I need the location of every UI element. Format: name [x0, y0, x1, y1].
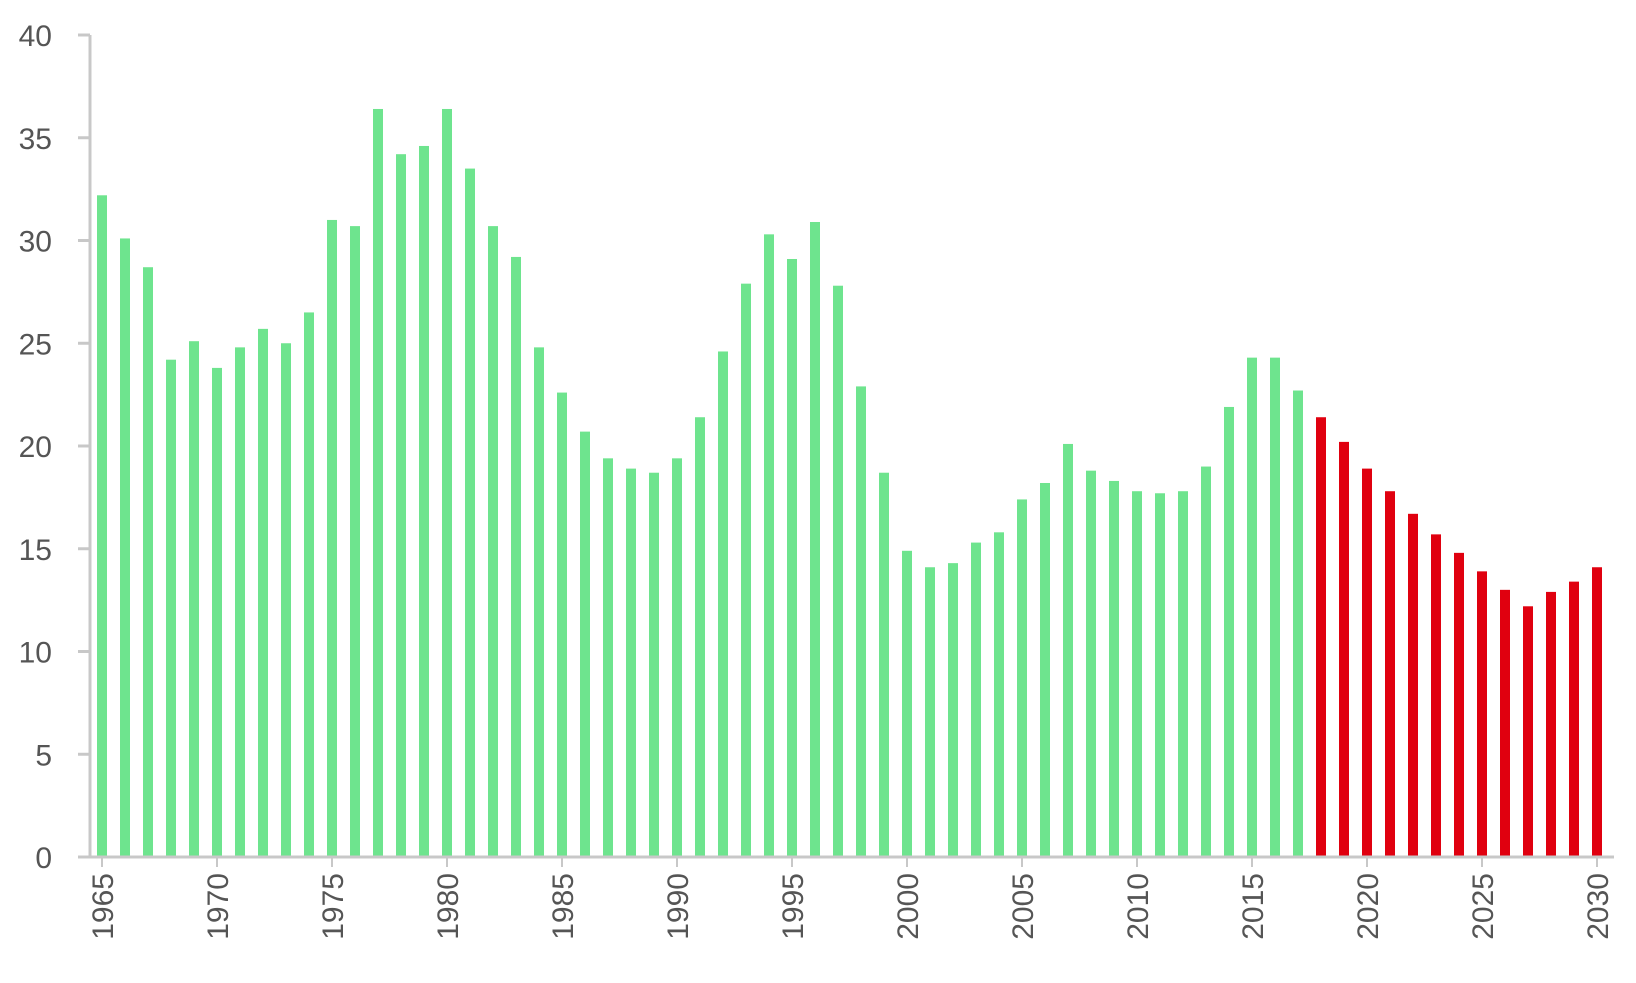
bar-forecast-2029 — [1569, 581, 1579, 857]
y-tick-label: 10 — [19, 637, 52, 670]
bar-forecast-2021 — [1385, 491, 1395, 857]
bar-forecast-2027 — [1523, 606, 1533, 857]
x-tick-label: 2015 — [1237, 873, 1270, 940]
bar-historical-1987 — [603, 458, 613, 857]
bar-historical-1993 — [741, 283, 751, 857]
x-tick-label: 2010 — [1122, 873, 1155, 940]
bar-historical-1977 — [373, 108, 383, 858]
y-axis: 0 5 10 15 20 25 30 35 40 — [19, 20, 92, 875]
bar-forecast-2023 — [1431, 534, 1441, 857]
bar-forecast-2020 — [1362, 468, 1372, 857]
bar-historical-1975 — [327, 219, 337, 857]
bar-historical-1994 — [764, 234, 774, 857]
bar-historical-2004 — [994, 532, 1004, 857]
bar-historical-1990 — [672, 458, 682, 857]
bar-forecast-2030 — [1592, 567, 1602, 857]
bar-historical-2000 — [902, 550, 912, 857]
bar-historical-2015 — [1247, 357, 1257, 857]
bar-historical-1996 — [810, 222, 820, 857]
bar-historical-2013 — [1201, 466, 1211, 857]
bar-forecast-2019 — [1339, 441, 1349, 857]
x-tick-label: 1995 — [777, 873, 810, 940]
x-tick-label: 1985 — [547, 873, 580, 940]
y-tick-label: 5 — [35, 739, 52, 772]
y-tick-label: 40 — [19, 20, 52, 53]
bar-historical-1984 — [534, 347, 544, 857]
bar-historical-1966 — [120, 238, 130, 857]
bar-historical-2009 — [1109, 480, 1119, 857]
bar-forecast-2022 — [1408, 513, 1418, 857]
bar-historical-1970 — [212, 367, 222, 857]
bar-historical-2012 — [1178, 491, 1188, 857]
x-tick-label: 2005 — [1007, 873, 1040, 940]
bar-historical-2002 — [948, 563, 958, 857]
bar-forecast-2026 — [1500, 589, 1510, 857]
bar-historical-1981 — [465, 168, 475, 857]
bar-historical-1980 — [442, 108, 452, 858]
x-tick-label: 1975 — [317, 873, 350, 940]
x-tick-label: 1980 — [432, 873, 465, 940]
x-axis: 1965 1970 1975 1980 1985 1990 1995 2000 2005 2010… — [87, 855, 1615, 940]
bar-historical-2011 — [1155, 493, 1165, 857]
bar-historical-1982 — [488, 226, 498, 858]
bar-historical-1985 — [557, 392, 567, 857]
y-tick-label: 30 — [19, 226, 52, 259]
bar-historical-1983 — [511, 256, 521, 857]
bar-historical-2005 — [1017, 499, 1027, 857]
bar-historical-1998 — [856, 386, 866, 857]
bar-historical-1992 — [718, 351, 728, 857]
x-tick-label: 2030 — [1582, 873, 1615, 940]
bar-historical-1968 — [166, 359, 176, 857]
x-tick-label: 2025 — [1467, 873, 1500, 940]
bar-historical-2006 — [1040, 482, 1050, 857]
bar-historical-2014 — [1224, 406, 1234, 857]
bar-historical-2017 — [1293, 390, 1303, 857]
y-tick-label: 35 — [19, 123, 52, 156]
bar-historical-1972 — [258, 328, 268, 857]
y-tick-label: 0 — [35, 842, 52, 875]
bar-historical-1967 — [143, 267, 153, 858]
bar-historical-1969 — [189, 341, 199, 857]
bar-historical-1971 — [235, 347, 245, 857]
bar-forecast-2018 — [1316, 417, 1326, 857]
bar-historical-1997 — [833, 285, 843, 858]
x-tick-label: 1990 — [662, 873, 695, 940]
bar-forecast-2025 — [1477, 571, 1487, 857]
bar-forecast-2028 — [1546, 591, 1556, 857]
bars — [97, 108, 1602, 858]
bar-historical-2016 — [1270, 357, 1280, 857]
bar-historical-1973 — [281, 343, 291, 857]
bar-historical-1979 — [419, 145, 429, 858]
bar-historical-2001 — [925, 567, 935, 857]
x-tick-label: 2020 — [1352, 873, 1385, 940]
bar-historical-1989 — [649, 472, 659, 857]
bar-historical-1978 — [396, 154, 406, 857]
bar-historical-2007 — [1063, 443, 1073, 857]
bar-historical-1991 — [695, 417, 705, 857]
bar-historical-1986 — [580, 431, 590, 857]
y-tick-label: 20 — [19, 431, 52, 464]
bar-historical-2008 — [1086, 470, 1096, 857]
bar-historical-1999 — [879, 472, 889, 857]
y-tick-label: 25 — [19, 328, 52, 361]
bar-historical-2003 — [971, 542, 981, 857]
bar-historical-1988 — [626, 468, 636, 857]
y-tick-label: 15 — [19, 534, 52, 567]
bar-historical-1976 — [350, 226, 360, 858]
x-tick-label: 2000 — [892, 873, 925, 940]
bar-historical-1965 — [97, 195, 107, 858]
bar-historical-1974 — [304, 312, 314, 857]
x-tick-label: 1965 — [87, 873, 120, 940]
x-tick-label: 1970 — [202, 873, 235, 940]
bar-historical-1995 — [787, 258, 797, 857]
bar-forecast-2024 — [1454, 552, 1464, 857]
bar-historical-2010 — [1132, 491, 1142, 857]
